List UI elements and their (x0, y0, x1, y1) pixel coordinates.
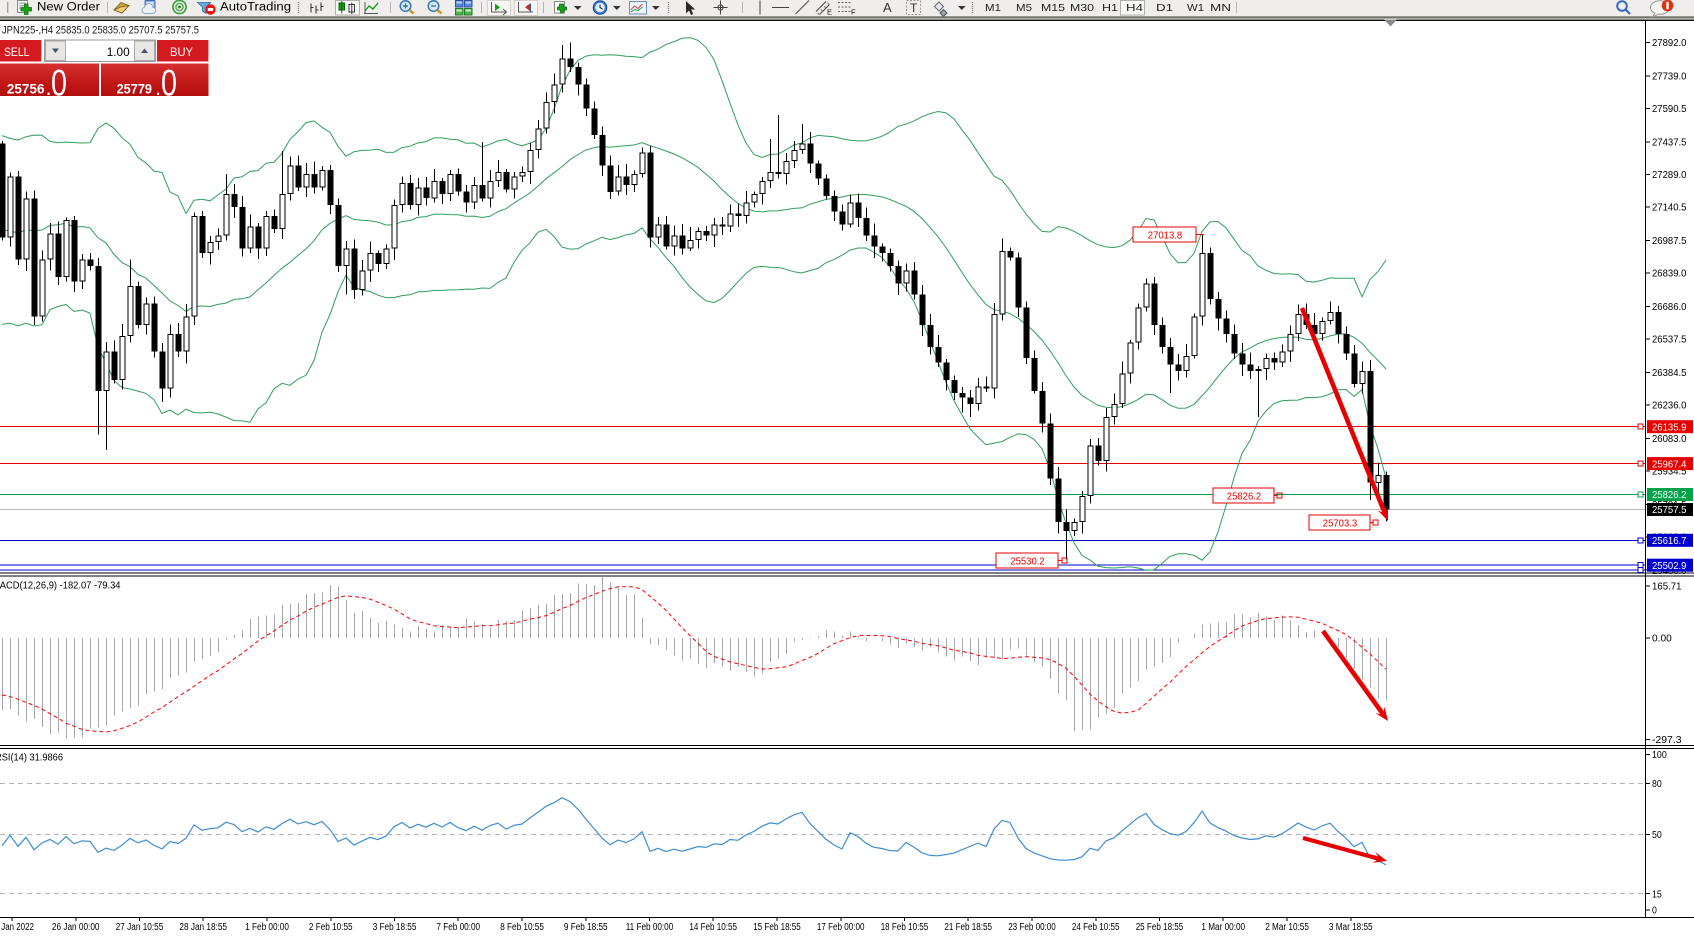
svg-text:25530.2: 25530.2 (1010, 556, 1045, 568)
svg-text:RSI(14) 31.9866: RSI(14) 31.9866 (0, 753, 63, 764)
svg-text:27739.0: 27739.0 (1652, 71, 1687, 83)
svg-text:27289.0: 27289.0 (1652, 169, 1687, 181)
svg-text:26083.0: 26083.0 (1652, 433, 1687, 445)
svg-text:27 Jan 10:55: 27 Jan 10:55 (116, 922, 164, 933)
svg-text:-297.3: -297.3 (1652, 734, 1682, 746)
svg-text:D1: D1 (1156, 2, 1173, 14)
svg-text:.: . (46, 75, 52, 100)
svg-text:165.71: 165.71 (1652, 581, 1682, 593)
svg-text:7 Feb 00:00: 7 Feb 00:00 (436, 922, 480, 933)
svg-text:T: T (910, 1, 918, 15)
svg-text:24 Feb 10:55: 24 Feb 10:55 (1072, 922, 1120, 933)
svg-text:3 Feb 18:55: 3 Feb 18:55 (373, 922, 417, 933)
svg-text:15: 15 (1652, 888, 1662, 900)
svg-text:25616.7: 25616.7 (1652, 535, 1687, 547)
svg-text:AutoTrading: AutoTrading (220, 2, 291, 14)
svg-text:F: F (851, 8, 856, 17)
svg-text:0: 0 (1652, 905, 1657, 917)
svg-text:25756: 25756 (7, 82, 45, 97)
svg-text:M5: M5 (1016, 2, 1032, 14)
svg-text:8 Feb 10:55: 8 Feb 10:55 (500, 922, 544, 933)
svg-text:25967.4: 25967.4 (1652, 458, 1687, 470)
svg-text:25502.9: 25502.9 (1652, 560, 1687, 572)
svg-text:18 Feb 10:55: 18 Feb 10:55 (881, 922, 929, 933)
svg-text:2 Feb 10:55: 2 Feb 10:55 (309, 922, 353, 933)
svg-text:25757.5: 25757.5 (1652, 504, 1687, 516)
svg-text:25826.2: 25826.2 (1652, 489, 1687, 501)
svg-text:H1: H1 (1102, 2, 1118, 14)
svg-text:0: 0 (161, 62, 177, 103)
svg-text:1 Mar 00:00: 1 Mar 00:00 (1201, 922, 1245, 933)
svg-text:0.00: 0.00 (1652, 633, 1672, 645)
svg-text:26987.5: 26987.5 (1652, 235, 1687, 247)
svg-text:27013.8: 27013.8 (1148, 230, 1183, 242)
svg-text:50: 50 (1652, 829, 1662, 841)
svg-text:New Order: New Order (37, 2, 100, 14)
svg-text:25826.2: 25826.2 (1227, 491, 1262, 503)
svg-text:27590.5: 27590.5 (1652, 103, 1687, 115)
svg-text:BUY: BUY (170, 45, 193, 59)
svg-text:27892.0: 27892.0 (1652, 37, 1687, 49)
svg-text:M30: M30 (1070, 2, 1094, 14)
svg-text:100: 100 (1652, 749, 1667, 761)
svg-text:E: E (827, 8, 832, 17)
svg-text:MACD(12,26,9) -182.07 -79.34: MACD(12,26,9) -182.07 -79.34 (0, 581, 121, 592)
svg-text:23 Feb 00:00: 23 Feb 00:00 (1008, 922, 1056, 933)
svg-text:1.00: 1.00 (107, 45, 130, 59)
svg-text:1 Feb 00:00: 1 Feb 00:00 (245, 922, 289, 933)
svg-text:H4: H4 (1126, 2, 1143, 14)
svg-text:M15: M15 (1041, 2, 1065, 14)
svg-text:17 Feb 00:00: 17 Feb 00:00 (817, 922, 865, 933)
svg-text:M1: M1 (985, 2, 1001, 14)
svg-text:28 Jan 18:55: 28 Jan 18:55 (179, 922, 227, 933)
svg-text:26 Jan 00:00: 26 Jan 00:00 (52, 922, 100, 933)
svg-text:W1: W1 (1187, 2, 1204, 14)
svg-text:25703.3: 25703.3 (1323, 518, 1358, 530)
svg-text:27437.5: 27437.5 (1652, 137, 1687, 149)
svg-text:26839.0: 26839.0 (1652, 268, 1687, 280)
svg-text:26 Jan 2022: 26 Jan 2022 (0, 922, 34, 933)
svg-text:JPN225-,H4 25835.0 25835.0 25: JPN225-,H4 25835.0 25835.0 25707.5 25757… (2, 24, 199, 36)
svg-text:21 Feb 18:55: 21 Feb 18:55 (944, 922, 992, 933)
svg-text:26537.5: 26537.5 (1652, 334, 1687, 346)
svg-text:25779: 25779 (117, 82, 152, 97)
svg-text:SELL: SELL (4, 45, 30, 59)
svg-text:0: 0 (51, 62, 67, 103)
svg-text:26686.0: 26686.0 (1652, 301, 1687, 313)
svg-text:A: A (883, 0, 892, 15)
svg-text:80: 80 (1652, 778, 1662, 790)
svg-text:11 Feb 00:00: 11 Feb 00:00 (626, 922, 674, 933)
svg-text:26384.5: 26384.5 (1652, 367, 1687, 379)
svg-text:2 Mar 10:55: 2 Mar 10:55 (1265, 922, 1309, 933)
svg-text:25 Feb 18:55: 25 Feb 18:55 (1136, 922, 1184, 933)
svg-text:15 Feb 18:55: 15 Feb 18:55 (753, 922, 801, 933)
svg-text:27140.5: 27140.5 (1652, 202, 1687, 214)
svg-text:26236.0: 26236.0 (1652, 400, 1687, 412)
svg-text:9 Feb 18:55: 9 Feb 18:55 (564, 922, 608, 933)
svg-text:14 Feb 10:55: 14 Feb 10:55 (689, 922, 737, 933)
svg-text:MN: MN (1210, 2, 1231, 14)
svg-text:26135.9: 26135.9 (1652, 421, 1687, 433)
svg-text:3 Mar 18:55: 3 Mar 18:55 (1329, 922, 1373, 933)
svg-text:.: . (155, 75, 161, 100)
